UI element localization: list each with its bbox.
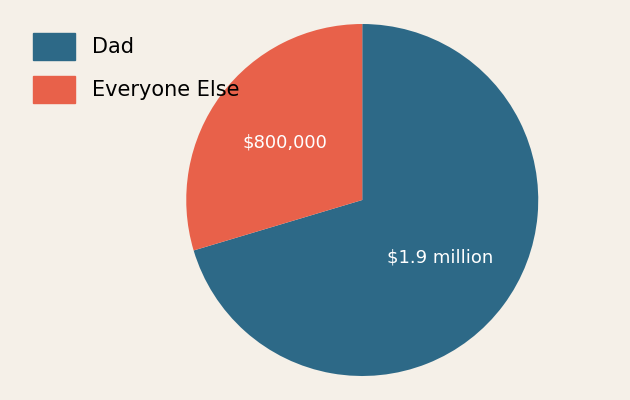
Text: $1.9 million: $1.9 million [387, 249, 493, 267]
Text: $800,000: $800,000 [242, 133, 327, 151]
Legend: Dad, Everyone Else: Dad, Everyone Else [23, 22, 249, 114]
Wedge shape [193, 24, 538, 376]
Wedge shape [186, 24, 362, 250]
